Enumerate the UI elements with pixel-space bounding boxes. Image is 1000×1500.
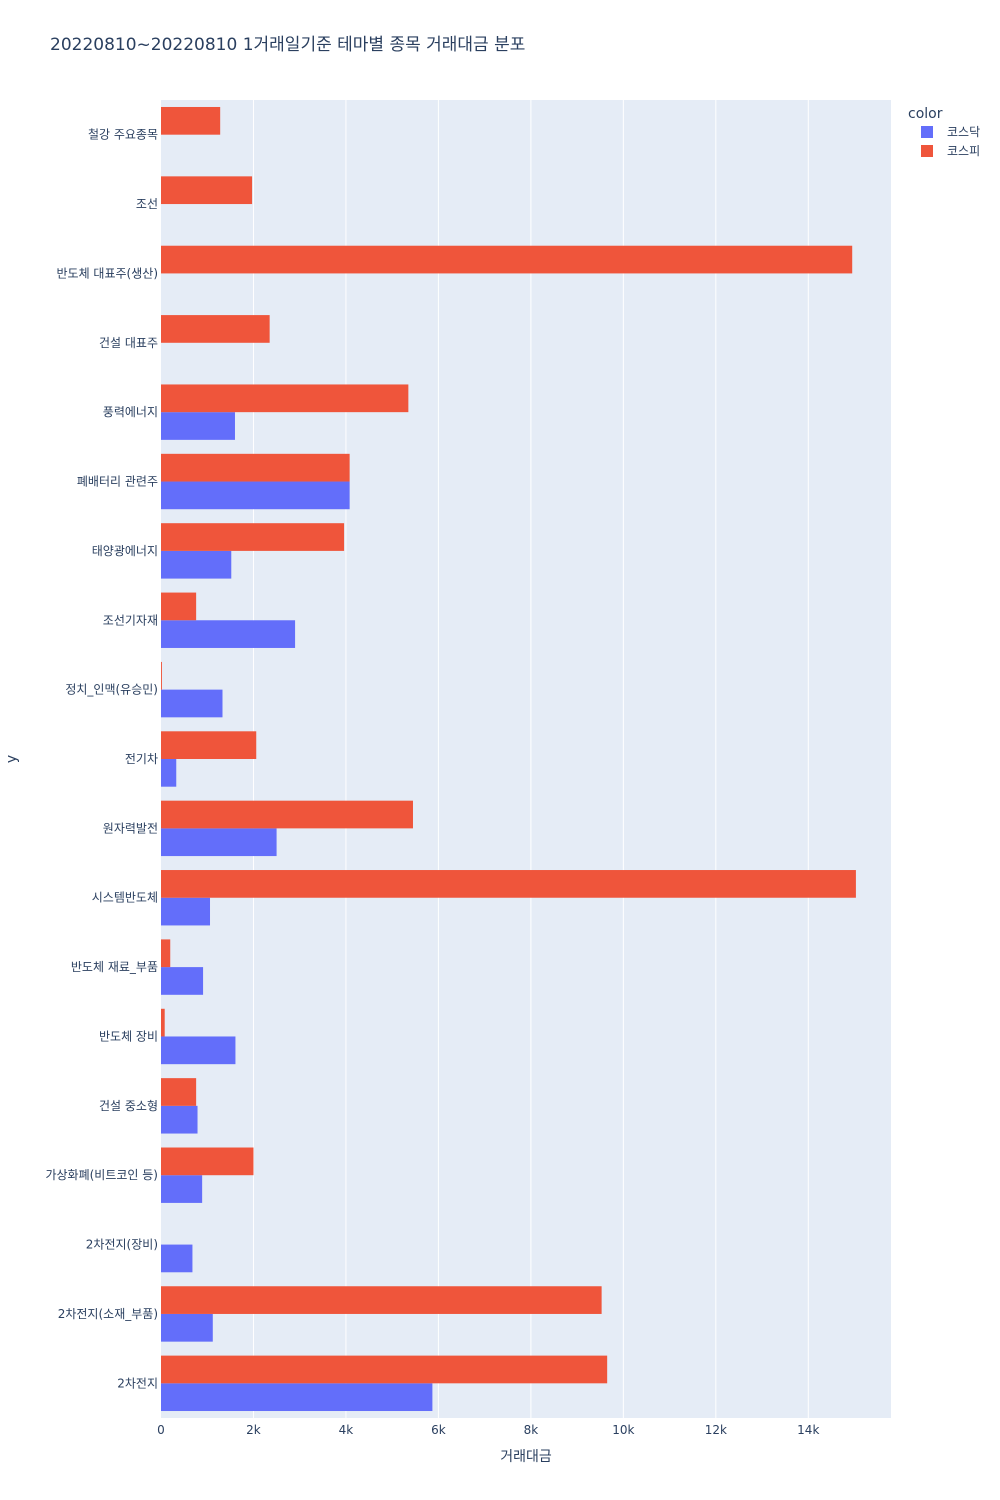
bar-코스피[interactable]	[161, 523, 345, 551]
x-tick-label: 10k	[612, 1423, 634, 1437]
bar-코스피[interactable]	[161, 592, 197, 621]
bar-코스피[interactable]	[161, 453, 350, 482]
x-tick-label: 2k	[246, 1423, 261, 1437]
bar-코스피[interactable]	[161, 661, 162, 690]
y-tick-label: 시스템반도체	[92, 891, 158, 905]
bar-코스피[interactable]	[161, 870, 856, 898]
y-tick-label: 건설 중소형	[99, 1099, 158, 1113]
bar-코스닥[interactable]	[161, 689, 223, 718]
bar-코스피[interactable]	[161, 245, 853, 274]
y-tick-label: 태양광에너지	[92, 544, 158, 558]
bar-코스닥[interactable]	[161, 759, 177, 787]
bar-코스닥[interactable]	[161, 550, 232, 579]
bar-코스닥[interactable]	[161, 1105, 198, 1134]
bar-코스닥[interactable]	[161, 967, 204, 995]
bar-코스피[interactable]	[161, 384, 409, 413]
bar-코스피[interactable]	[161, 1078, 197, 1106]
x-tick-label: 0	[157, 1423, 165, 1437]
bar-코스닥[interactable]	[161, 1036, 236, 1065]
y-tick-label: 반도체 대표주(생산)	[57, 266, 159, 280]
x-tick-label: 12k	[705, 1423, 727, 1437]
y-tick-label: 전기차	[125, 752, 158, 766]
y-tick-label: 2차전지	[117, 1376, 158, 1390]
bar-코스피[interactable]	[161, 1147, 254, 1176]
gridlines	[252, 100, 809, 1418]
bars[interactable]	[161, 106, 856, 1412]
y-tick-label: 건설 대표주	[99, 336, 158, 350]
y-tick-label: 가상화폐(비트코인 등)	[45, 1168, 158, 1182]
legend-swatch	[921, 145, 933, 157]
y-tick-label: 2차전지(장비)	[86, 1238, 158, 1252]
bar-코스닥[interactable]	[161, 828, 277, 857]
x-tick-label: 8k	[524, 1423, 539, 1437]
bar-코스닥[interactable]	[161, 1383, 433, 1412]
y-tick-label: 폐배터리 관련주	[77, 475, 158, 489]
y-axis-title: y	[4, 755, 20, 763]
y-tick-label: 조선	[136, 197, 158, 211]
y-tick-label: 철강 주요종목	[88, 128, 158, 142]
plot-area	[161, 100, 891, 1418]
bar-코스피[interactable]	[161, 1286, 602, 1314]
bar-코스닥[interactable]	[161, 620, 296, 648]
x-tick-label: 6k	[431, 1423, 446, 1437]
bar-코스닥[interactable]	[161, 897, 211, 926]
bar-코스피[interactable]	[161, 1355, 608, 1384]
legend-label: 코스닥	[947, 125, 980, 139]
y-tick-label: 반도체 재료_부품	[71, 960, 158, 974]
x-axis-ticks: 0 2k 4k 6k 8k 10k 12k 14k	[157, 1423, 819, 1437]
bar-코스피[interactable]	[161, 1008, 165, 1037]
bar-코스피[interactable]	[161, 731, 257, 759]
x-tick-label: 4k	[339, 1423, 354, 1437]
legend-label: 코스피	[947, 144, 980, 158]
legend-swatch	[921, 126, 933, 138]
bar-코스닥[interactable]	[161, 412, 235, 440]
bar-코스피[interactable]	[161, 176, 253, 205]
bar-코스피[interactable]	[161, 315, 270, 343]
chart-title: 20220810~20220810 1거래일기준 테마별 종목 거래대금 분포	[50, 35, 525, 55]
bar-코스닥[interactable]	[161, 1175, 203, 1203]
y-tick-label: 2차전지(소재_부품)	[58, 1307, 158, 1321]
bar-코스피[interactable]	[161, 106, 221, 135]
y-tick-label: 조선기자재	[103, 613, 158, 627]
bar-코스피[interactable]	[161, 800, 413, 829]
bar-코스닥[interactable]	[161, 481, 350, 510]
x-tick-label: 14k	[797, 1423, 819, 1437]
y-tick-label: 반도체 장비	[99, 1029, 158, 1043]
x-axis-title: 거래대금	[500, 1449, 552, 1465]
legend-title: color	[908, 106, 943, 122]
bar-코스피[interactable]	[161, 939, 171, 968]
y-tick-label: 원자력발전	[103, 821, 158, 835]
y-tick-label: 정치_인맥(유승민)	[65, 683, 158, 697]
y-tick-label: 풍력에너지	[103, 405, 158, 419]
bar-코스닥[interactable]	[161, 1244, 193, 1273]
bar-코스닥[interactable]	[161, 1313, 213, 1342]
